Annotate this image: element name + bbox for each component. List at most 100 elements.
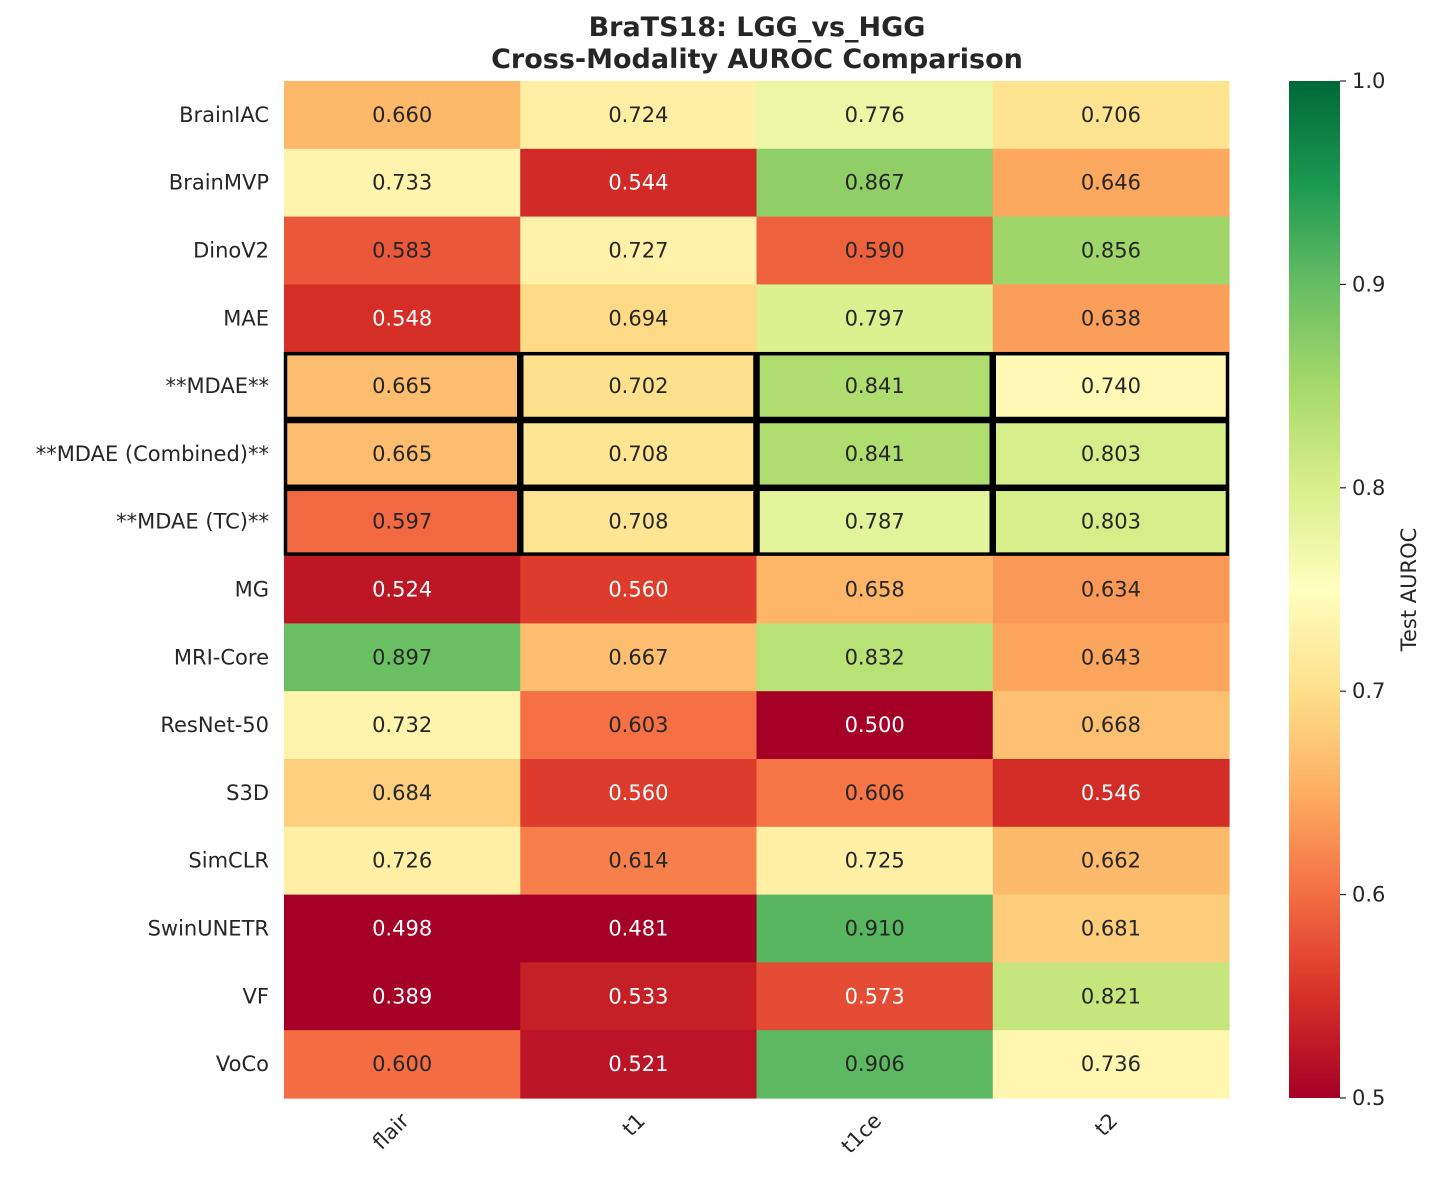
heatmap-cell-label: 0.733 xyxy=(372,171,432,195)
chart-title-line1: BraTS18: LGG_vs_HGG xyxy=(589,12,926,43)
highlight-box xyxy=(992,351,1230,421)
heatmap-cell xyxy=(992,759,1230,828)
heatmap-cell xyxy=(520,1030,758,1099)
row-label: **MDAE** xyxy=(165,374,269,398)
heatmap-cell-label: 0.803 xyxy=(1081,442,1141,466)
highlight-box xyxy=(283,419,521,489)
heatmap-cell-label: 0.906 xyxy=(845,1052,905,1076)
heatmap-cell xyxy=(284,81,521,150)
row-label: VoCo xyxy=(216,1052,269,1076)
heatmap-cell xyxy=(756,81,994,150)
heatmap-cell xyxy=(284,894,521,963)
heatmap-cell xyxy=(756,352,994,421)
heatmap-cell-label: 0.694 xyxy=(608,306,668,330)
heatmap-cell xyxy=(520,623,758,692)
colorbar-tick-label: 0.5 xyxy=(1352,1086,1385,1110)
heatmap-cell-label: 0.797 xyxy=(845,306,905,330)
highlight-box xyxy=(756,487,993,556)
heatmap-cell xyxy=(756,962,994,1031)
heatmap-cell-label: 0.573 xyxy=(845,984,905,1008)
heatmap-cell xyxy=(520,962,758,1031)
highlight-box xyxy=(520,487,757,556)
colorbar-tick-label: 0.7 xyxy=(1352,679,1385,703)
heatmap-cell xyxy=(284,555,521,624)
heatmap-cell xyxy=(992,962,1230,1031)
heatmap-cell-label: 0.832 xyxy=(845,645,905,669)
heatmap-cell-label: 0.724 xyxy=(608,103,668,127)
highlight-box xyxy=(756,419,993,489)
heatmap-cell xyxy=(992,894,1230,963)
heatmap-cell xyxy=(756,1030,994,1099)
heatmap-cell xyxy=(992,216,1230,285)
colorbar-gradient xyxy=(1289,81,1340,1098)
colorbar-tick-label: 1.0 xyxy=(1352,69,1385,93)
heatmap-cell-label: 0.706 xyxy=(1081,103,1141,127)
heatmap-cell-label: 0.668 xyxy=(1081,713,1141,737)
column-label: t1 xyxy=(618,1109,650,1141)
highlight-box xyxy=(283,487,521,556)
heatmap-cell-label: 0.560 xyxy=(608,578,668,602)
column-label: t1ce xyxy=(837,1109,887,1159)
row-label: **MDAE (TC)** xyxy=(116,510,269,534)
heatmap-cell xyxy=(284,216,521,285)
heatmap-cell-label: 0.841 xyxy=(845,374,905,398)
heatmap-cell-label: 0.546 xyxy=(1081,781,1141,805)
heatmap-cell-label: 0.821 xyxy=(1081,984,1141,1008)
heatmap-cell xyxy=(992,352,1230,421)
heatmap-cell-label: 0.498 xyxy=(372,917,432,941)
heatmap-cell xyxy=(284,826,521,896)
heatmap-cell-label: 0.481 xyxy=(608,917,668,941)
heatmap-cell xyxy=(756,623,994,692)
heatmap-cell xyxy=(992,148,1230,218)
heatmap-cell xyxy=(520,759,758,828)
highlight-box xyxy=(992,419,1230,489)
heatmap-cell xyxy=(756,420,994,489)
row-label: SimCLR xyxy=(188,849,269,873)
heatmap-cell-label: 0.841 xyxy=(845,442,905,466)
heatmap-cell-label: 0.727 xyxy=(608,239,668,263)
heatmap-cell-label: 0.660 xyxy=(372,103,432,127)
heatmap-cell xyxy=(520,81,758,150)
highlight-box xyxy=(992,487,1230,556)
heatmap-cell-label: 0.725 xyxy=(845,849,905,873)
row-label: MG xyxy=(235,578,269,602)
heatmap-cell xyxy=(756,216,994,285)
heatmap-cell-label: 0.740 xyxy=(1081,374,1141,398)
highlight-boxes xyxy=(283,351,1230,556)
heatmap-cell xyxy=(520,148,758,218)
heatmap-cell xyxy=(520,555,758,624)
heatmap-cell xyxy=(756,284,994,353)
row-label: **MDAE (Combined)** xyxy=(36,442,269,466)
heatmap-cell xyxy=(284,284,521,353)
heatmap-cell xyxy=(992,420,1230,489)
row-label: SwinUNETR xyxy=(148,917,269,941)
column-label: t2 xyxy=(1090,1109,1122,1141)
heatmap-cell xyxy=(992,487,1230,557)
heatmap-cell-label: 0.684 xyxy=(372,781,432,805)
heatmap-cell xyxy=(520,352,758,421)
colorbar-label: Test AUROC xyxy=(1397,528,1421,653)
heatmap-cell xyxy=(520,691,758,760)
heatmap-cell xyxy=(756,691,994,760)
row-labels: BrainIAC BrainMVP DinoV2 MAE **MDAE** **MDAE … xyxy=(36,103,269,1076)
heatmap-cell-label: 0.665 xyxy=(372,442,432,466)
heatmap-cell xyxy=(992,691,1230,760)
heatmap-cell xyxy=(284,148,521,218)
heatmap-cell-labels: 0.660 0.724 0.776 0.706 0.733 0.544 0.867 0.646… xyxy=(372,103,1141,1076)
heatmap-cell xyxy=(992,555,1230,624)
heatmap-cell-label: 0.897 xyxy=(372,645,432,669)
heatmap-cell-label: 0.560 xyxy=(608,781,668,805)
heatmap-cell xyxy=(284,962,521,1031)
heatmap-cell-label: 0.732 xyxy=(372,713,432,737)
heatmap-cell-label: 0.776 xyxy=(845,103,905,127)
heatmap-cell-label: 0.702 xyxy=(608,374,668,398)
heatmap-cell xyxy=(520,894,758,963)
heatmap-cell-label: 0.521 xyxy=(608,1052,668,1076)
heatmap-cell xyxy=(992,81,1230,150)
heatmap-cell xyxy=(284,487,521,557)
heatmap-cell-label: 0.597 xyxy=(372,510,432,534)
row-label: DinoV2 xyxy=(193,239,269,263)
heatmap-cell-label: 0.643 xyxy=(1081,645,1141,669)
heatmap-cell xyxy=(756,894,994,963)
heatmap-cell-label: 0.681 xyxy=(1081,917,1141,941)
